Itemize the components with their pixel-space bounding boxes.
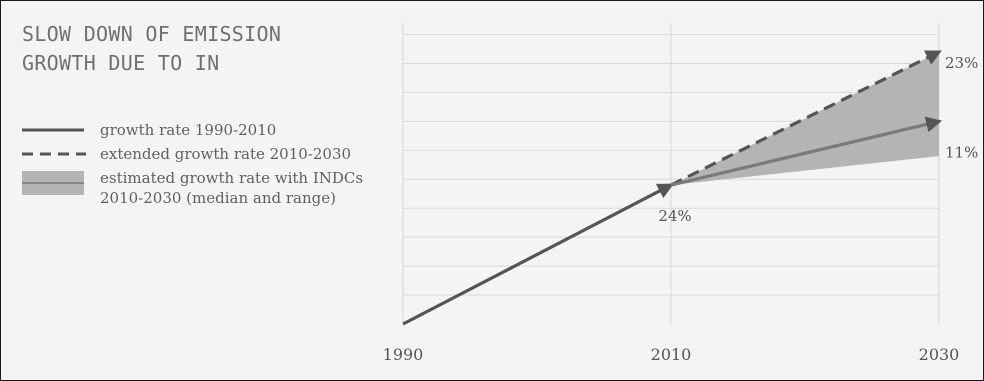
legend: growth rate 1990-2010 extended growth ra… xyxy=(22,119,402,247)
legend-label-band: estimated growth rate with INDCs 2010-20… xyxy=(100,169,364,207)
legend-label-solid: growth rate 1990-2010 xyxy=(100,121,277,139)
legend-swatch-dashed xyxy=(22,152,86,156)
legend-swatch-solid xyxy=(22,128,84,132)
x-tick-label: 2010 xyxy=(651,345,692,364)
indc-range-band xyxy=(671,51,939,186)
x-tick-label: 1990 xyxy=(383,345,424,364)
legend-item-band: estimated growth rate with INDCs 2010-20… xyxy=(22,167,402,247)
legend-item-dashed: extended growth rate 2010-2030 xyxy=(22,143,402,167)
data-label: 23% xyxy=(945,54,978,72)
series-indc-median-line xyxy=(670,116,943,187)
data-label: 24% xyxy=(658,207,691,225)
x-tick-label: 2030 xyxy=(919,345,960,364)
series-extended-dashed-line xyxy=(670,50,942,187)
series-1990-2010-line xyxy=(402,183,674,326)
legend-item-solid: growth rate 1990-2010 xyxy=(22,119,402,143)
legend-swatch-band xyxy=(22,171,84,195)
data-label: 11% xyxy=(945,143,978,161)
legend-label-dashed: extended growth rate 2010-2030 xyxy=(100,145,352,163)
chart-title: SLOW DOWN OF EMISSION GROWTH DUE TO IN xyxy=(22,22,282,75)
